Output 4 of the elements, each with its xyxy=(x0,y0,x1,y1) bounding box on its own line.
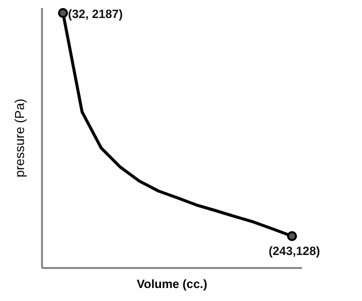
annotation: (32, 2187) xyxy=(68,7,123,21)
y-axis-title: pressure (Pa) xyxy=(12,98,27,178)
annotation: (243,128) xyxy=(268,244,320,258)
x-axis-title: Volume (cc.) xyxy=(136,277,208,291)
